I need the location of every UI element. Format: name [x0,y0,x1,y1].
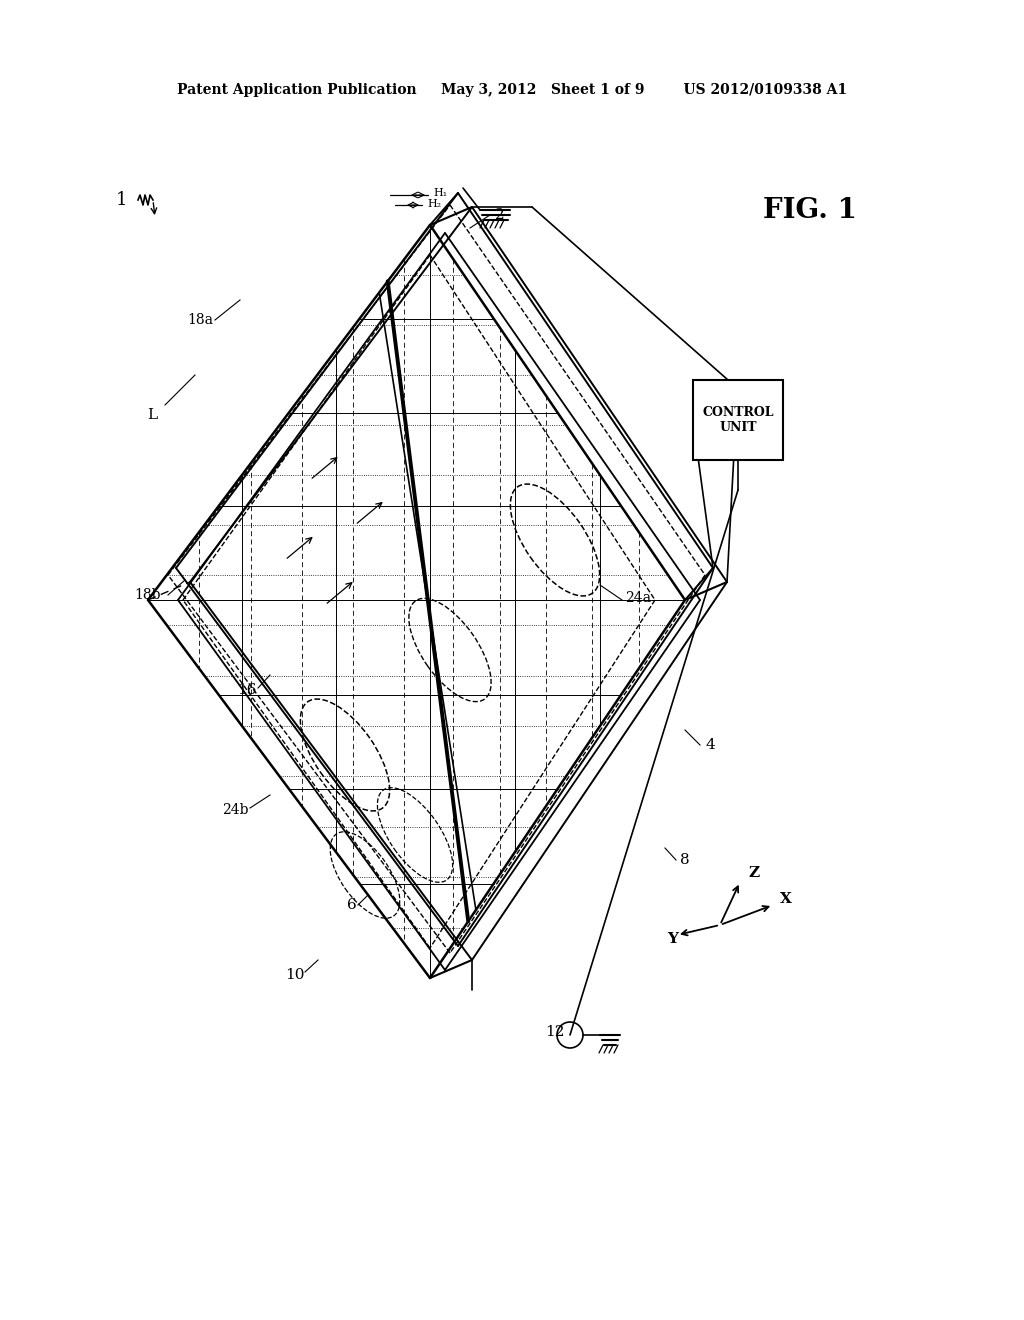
Text: 4: 4 [706,738,715,752]
Text: 2: 2 [496,209,505,222]
Text: L: L [146,408,157,422]
Text: Patent Application Publication     May 3, 2012   Sheet 1 of 9        US 2012/010: Patent Application Publication May 3, 20… [177,83,847,96]
Text: 18a: 18a [187,313,213,327]
Text: H₁: H₁ [433,187,447,198]
FancyBboxPatch shape [693,380,783,459]
Text: FIG. 1: FIG. 1 [763,197,857,223]
Text: 10: 10 [286,968,305,982]
Text: 18b: 18b [135,587,161,602]
Text: 8: 8 [680,853,690,867]
Text: H₂: H₂ [427,199,441,209]
Text: 24a: 24a [625,591,651,605]
Text: 12: 12 [545,1026,565,1039]
Text: 1: 1 [117,191,128,209]
Text: 6: 6 [347,898,357,912]
Text: CONTROL
UNIT: CONTROL UNIT [702,407,774,434]
Text: Y: Y [667,932,678,946]
Text: 24b: 24b [222,803,248,817]
Text: Z: Z [748,866,759,880]
Text: 16: 16 [238,682,257,697]
Text: 14: 14 [749,391,768,405]
Text: X: X [780,892,792,906]
